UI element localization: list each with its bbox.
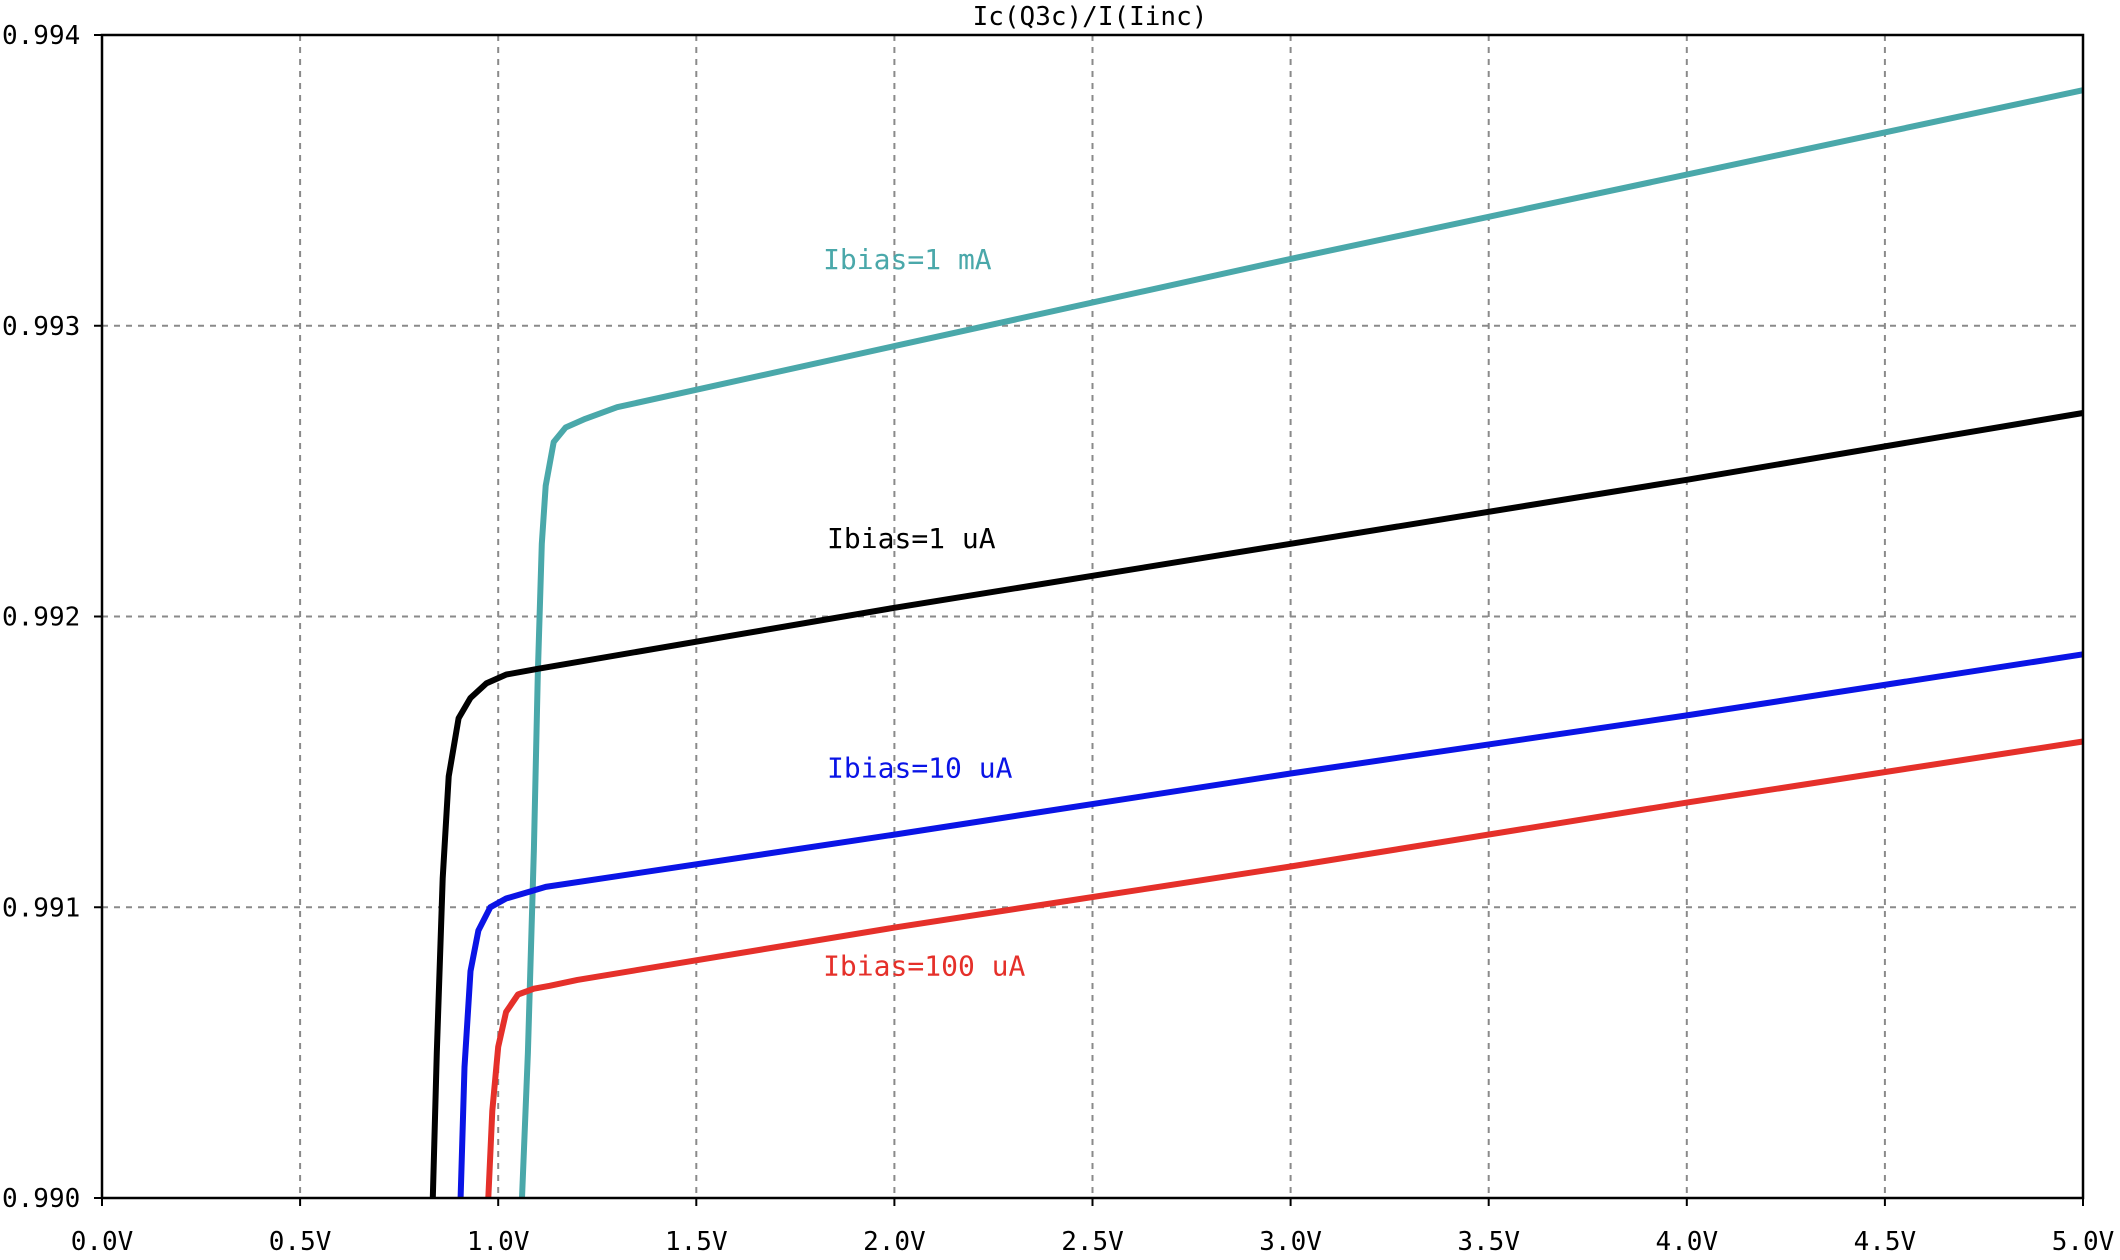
x-tick-label: 0.5V	[269, 1227, 332, 1257]
x-tick-label: 2.0V	[863, 1227, 926, 1257]
x-tick-label: 1.0V	[467, 1227, 530, 1257]
x-tick-label: 4.0V	[1655, 1227, 1718, 1257]
series-line-3	[485, 738, 2084, 1199]
series-line-1	[429, 410, 2084, 1199]
series-line-2	[457, 651, 2084, 1199]
chart-title: Ic(Q3c)/I(Iinc)	[973, 2, 1208, 32]
x-tick-label: 1.5V	[665, 1227, 728, 1257]
x-tick-label: 4.5V	[1854, 1227, 1917, 1257]
grid	[102, 35, 2083, 1198]
y-tick-label: 0.994	[2, 21, 80, 51]
series-label-3: Ibias=100 uA	[823, 949, 1025, 982]
series-label-1: Ibias=1 uA	[827, 522, 996, 555]
y-tick-label: 0.991	[2, 893, 80, 923]
tick-labels: 0.0V 0.5V 1.0V 1.5V 2.0V 2.5V 3.0V 3.5V 4.0V 4.5V…	[2, 21, 2114, 1257]
x-tick-label: 2.5V	[1061, 1227, 1124, 1257]
y-tick-label: 0.993	[2, 312, 80, 342]
x-tick-label: 3.5V	[1457, 1227, 1520, 1257]
x-tick-label: 5.0V	[2052, 1227, 2115, 1257]
y-tick-label: 0.992	[2, 603, 80, 633]
series-labels: Ibias=1 mA Ibias=1 uA Ibias=10 uA Ibias=100…	[823, 243, 1025, 983]
y-tick-label: 0.990	[2, 1184, 80, 1214]
series-lines	[429, 87, 2084, 1199]
series-label-0: Ibias=1 mA	[823, 243, 992, 276]
series-line-0	[519, 87, 2084, 1199]
series-label-2: Ibias=10 uA	[827, 752, 1013, 785]
x-tick-label: 3.0V	[1259, 1227, 1322, 1257]
x-tick-label: 0.0V	[71, 1227, 134, 1257]
